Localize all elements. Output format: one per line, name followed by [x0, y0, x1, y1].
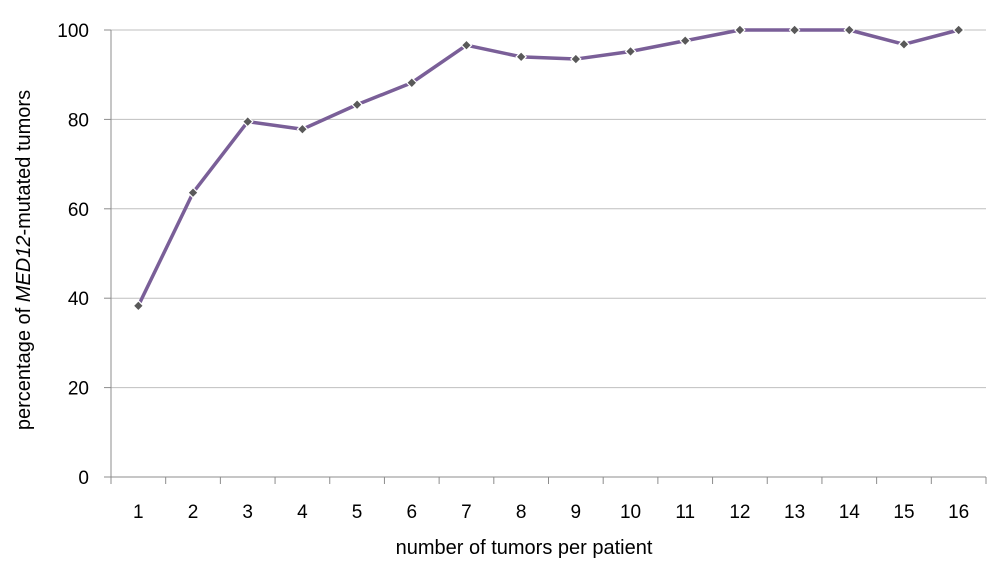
x-axis-title: number of tumors per patient	[396, 537, 653, 559]
y-tick-label: 40	[68, 289, 89, 310]
data-point	[679, 34, 692, 47]
series	[132, 24, 965, 312]
axes	[104, 29, 987, 484]
data-point	[405, 76, 418, 89]
data-point	[898, 38, 910, 51]
y-axis-title-prefix: percentage of	[13, 302, 35, 430]
y-tick-label: 0	[78, 468, 89, 489]
x-tick-label: 16	[948, 502, 969, 523]
y-axis-title-gene: MED12	[13, 236, 35, 303]
x-tick-label: 2	[188, 502, 199, 523]
data-point	[132, 299, 145, 312]
gridlines	[111, 29, 986, 389]
data-point	[734, 24, 746, 36]
x-tick-label: 4	[297, 502, 308, 523]
x-tick-label: 15	[893, 502, 914, 523]
x-tick-label: 12	[729, 502, 750, 523]
x-tick-label: 6	[406, 502, 417, 523]
x-tick-label: 1	[133, 502, 144, 523]
data-point	[187, 186, 199, 199]
data-point	[843, 24, 856, 36]
series-line	[136, 28, 961, 308]
x-tick-label: 9	[571, 502, 582, 523]
data-point	[952, 24, 965, 36]
x-tick-label: 13	[784, 502, 805, 523]
y-tick-label: 60	[68, 200, 89, 221]
y-tick-label: 80	[68, 110, 89, 131]
x-tick-label: 3	[242, 502, 253, 523]
data-point	[296, 123, 309, 136]
y-tick-label: 20	[68, 379, 89, 400]
x-tick-label: 8	[516, 502, 527, 523]
data-point	[515, 50, 528, 63]
y-tick-label: 100	[57, 21, 89, 42]
data-point	[351, 98, 363, 111]
data-point	[460, 39, 473, 52]
x-tick-label: 5	[352, 502, 363, 523]
y-tick-labels: 0 20 40 60 80 100	[57, 21, 89, 489]
x-tick-labels: 1 2 3 4 5 6 7 8 9 10 11 12 13 14 15 16	[133, 502, 969, 523]
y-axis-title: percentage of MED12-mutated tumors	[13, 90, 35, 430]
data-point	[624, 45, 637, 58]
data-point	[569, 53, 582, 65]
data-point	[241, 115, 254, 128]
x-tick-label: 11	[675, 502, 695, 523]
x-tick-label: 14	[839, 502, 861, 523]
x-tick-label: 7	[461, 502, 472, 523]
x-tick-label: 10	[620, 502, 641, 523]
data-point	[788, 24, 801, 36]
y-axis-title-suffix: -mutated tumors	[13, 90, 35, 236]
